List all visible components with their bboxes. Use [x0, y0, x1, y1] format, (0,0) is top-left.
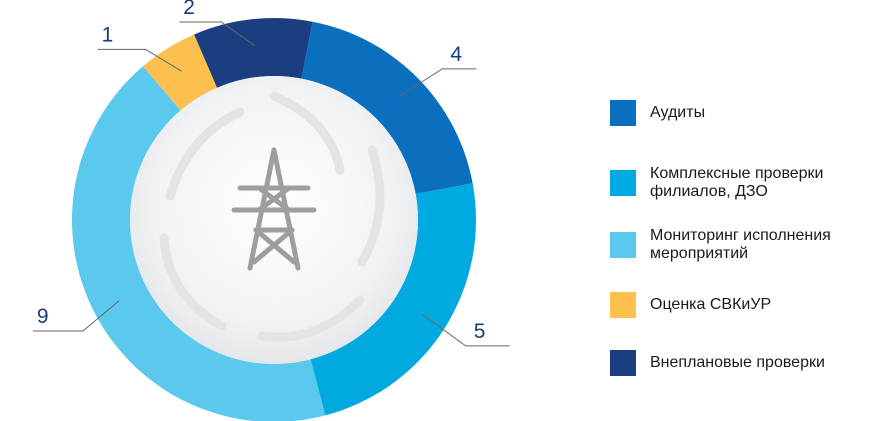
legend-label: Внеплановые проверки [650, 354, 825, 371]
legend-label: Оценка СВКиУР [650, 296, 772, 313]
data-label-5: 2 [183, 0, 195, 19]
donut-slice-5 [194, 18, 313, 88]
legend-item-1: Аудиты [610, 100, 870, 126]
donut-slices [72, 18, 476, 421]
legend-swatch [610, 100, 636, 126]
callout-line-1 [398, 68, 477, 98]
callout-line-4 [97, 48, 182, 72]
center-emblem [130, 76, 418, 364]
donut-chart: 4 5 9 1 2 [32, 0, 510, 421]
legend-label: Аудиты [650, 104, 706, 121]
legend-item-4: Оценка СВКиУР [610, 292, 870, 318]
legend-item-5: Внеплановые проверки [610, 350, 870, 376]
donut-slice-1 [301, 21, 473, 194]
callout-line-5 [179, 21, 256, 47]
data-label-callouts: 4 5 9 1 2 [32, 0, 510, 347]
donut-slice-2 [310, 183, 476, 416]
data-label-2: 5 [474, 320, 486, 343]
legend: Аудиты Комплексные проверки филиалов, ДЗО… [610, 0, 875, 421]
legend-item-2: Комплексные проверки филиалов, ДЗО [610, 165, 870, 201]
legend-swatch [610, 292, 636, 318]
donut-slice-4 [143, 34, 218, 111]
legend-swatch [610, 170, 636, 196]
callout-line-3 [32, 300, 120, 332]
legend-swatch [610, 350, 636, 376]
legend-swatch [610, 232, 636, 258]
data-label-4: 1 [102, 23, 114, 46]
data-label-1: 4 [450, 43, 462, 66]
legend-label: Мониторинг исполнения мероприятий [650, 227, 831, 262]
swirl-decoration [159, 91, 385, 342]
legend-item-3: Мониторинг исполнения мероприятий [610, 227, 870, 263]
legend-label: Комплексные проверки филиалов, ДЗО [650, 165, 824, 200]
data-label-3: 9 [37, 305, 49, 328]
callout-line-2 [421, 313, 510, 347]
center-disc [130, 76, 418, 364]
power-line-tower-icon [231, 147, 317, 271]
donut-slice-3 [72, 66, 326, 421]
